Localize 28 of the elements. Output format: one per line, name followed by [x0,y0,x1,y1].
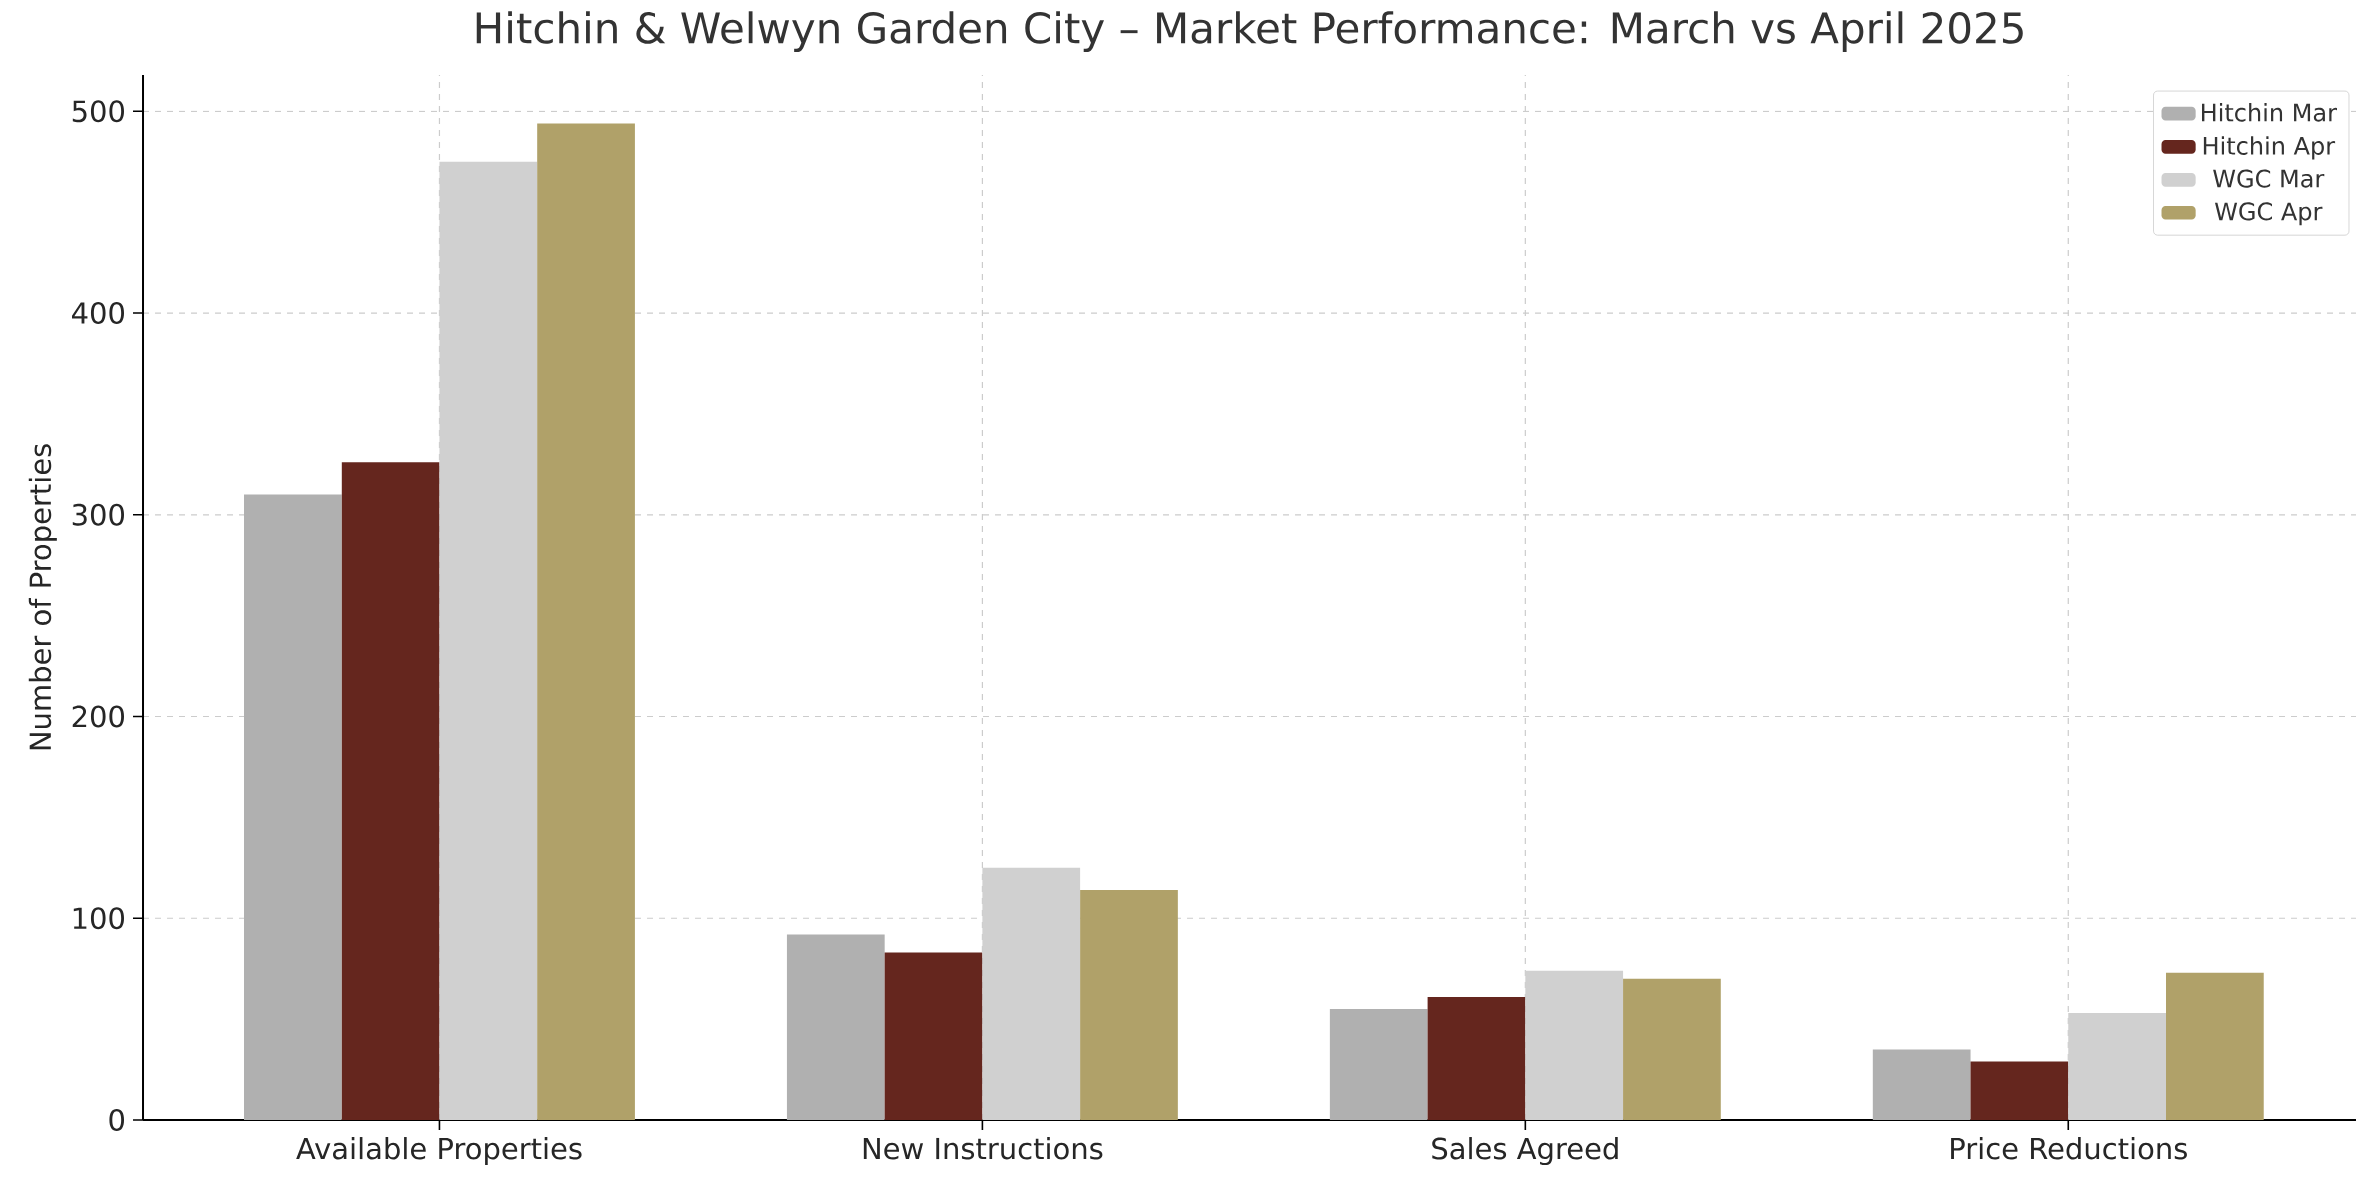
bar [1623,978,1721,1120]
bar [884,952,983,1120]
bar [1427,996,1526,1120]
bar [2166,972,2264,1120]
y-tick-label: 100 [73,907,125,930]
y-tick-label: 0 [109,1108,125,1131]
bar [1329,1009,1428,1120]
y-tick-label: 200 [72,705,125,728]
legend-label: Hitchin Mar [2202,103,2337,122]
bar [244,494,342,1120]
y-axis-title: Number of Properties [28,444,57,750]
x-tick-label: Available Properties [296,1137,582,1166]
chart-title: Hitchin & Welwyn Garden City – Market Performance: March vs April 2025 [476,11,2023,52]
bar [1872,1049,1971,1120]
bar [1080,890,1178,1120]
y-tick-label: 400 [72,302,125,324]
bar [786,934,885,1120]
bar [341,462,440,1120]
bar [1970,1061,2069,1120]
legend-label: Hitchin Apr [2203,136,2336,160]
x-tick-label: Sales Agreed [1432,1137,1618,1166]
y-tick-label: 500 [72,100,125,123]
y-tick-label: 300 [72,503,125,526]
legend-label: WGC Apr [2214,202,2323,226]
x-tick-label: New Instructions [863,1137,1103,1160]
x-tick-label: Price Reductions [1951,1137,2187,1160]
legend-label: WGC Mar [2213,169,2325,188]
bar [537,123,635,1120]
